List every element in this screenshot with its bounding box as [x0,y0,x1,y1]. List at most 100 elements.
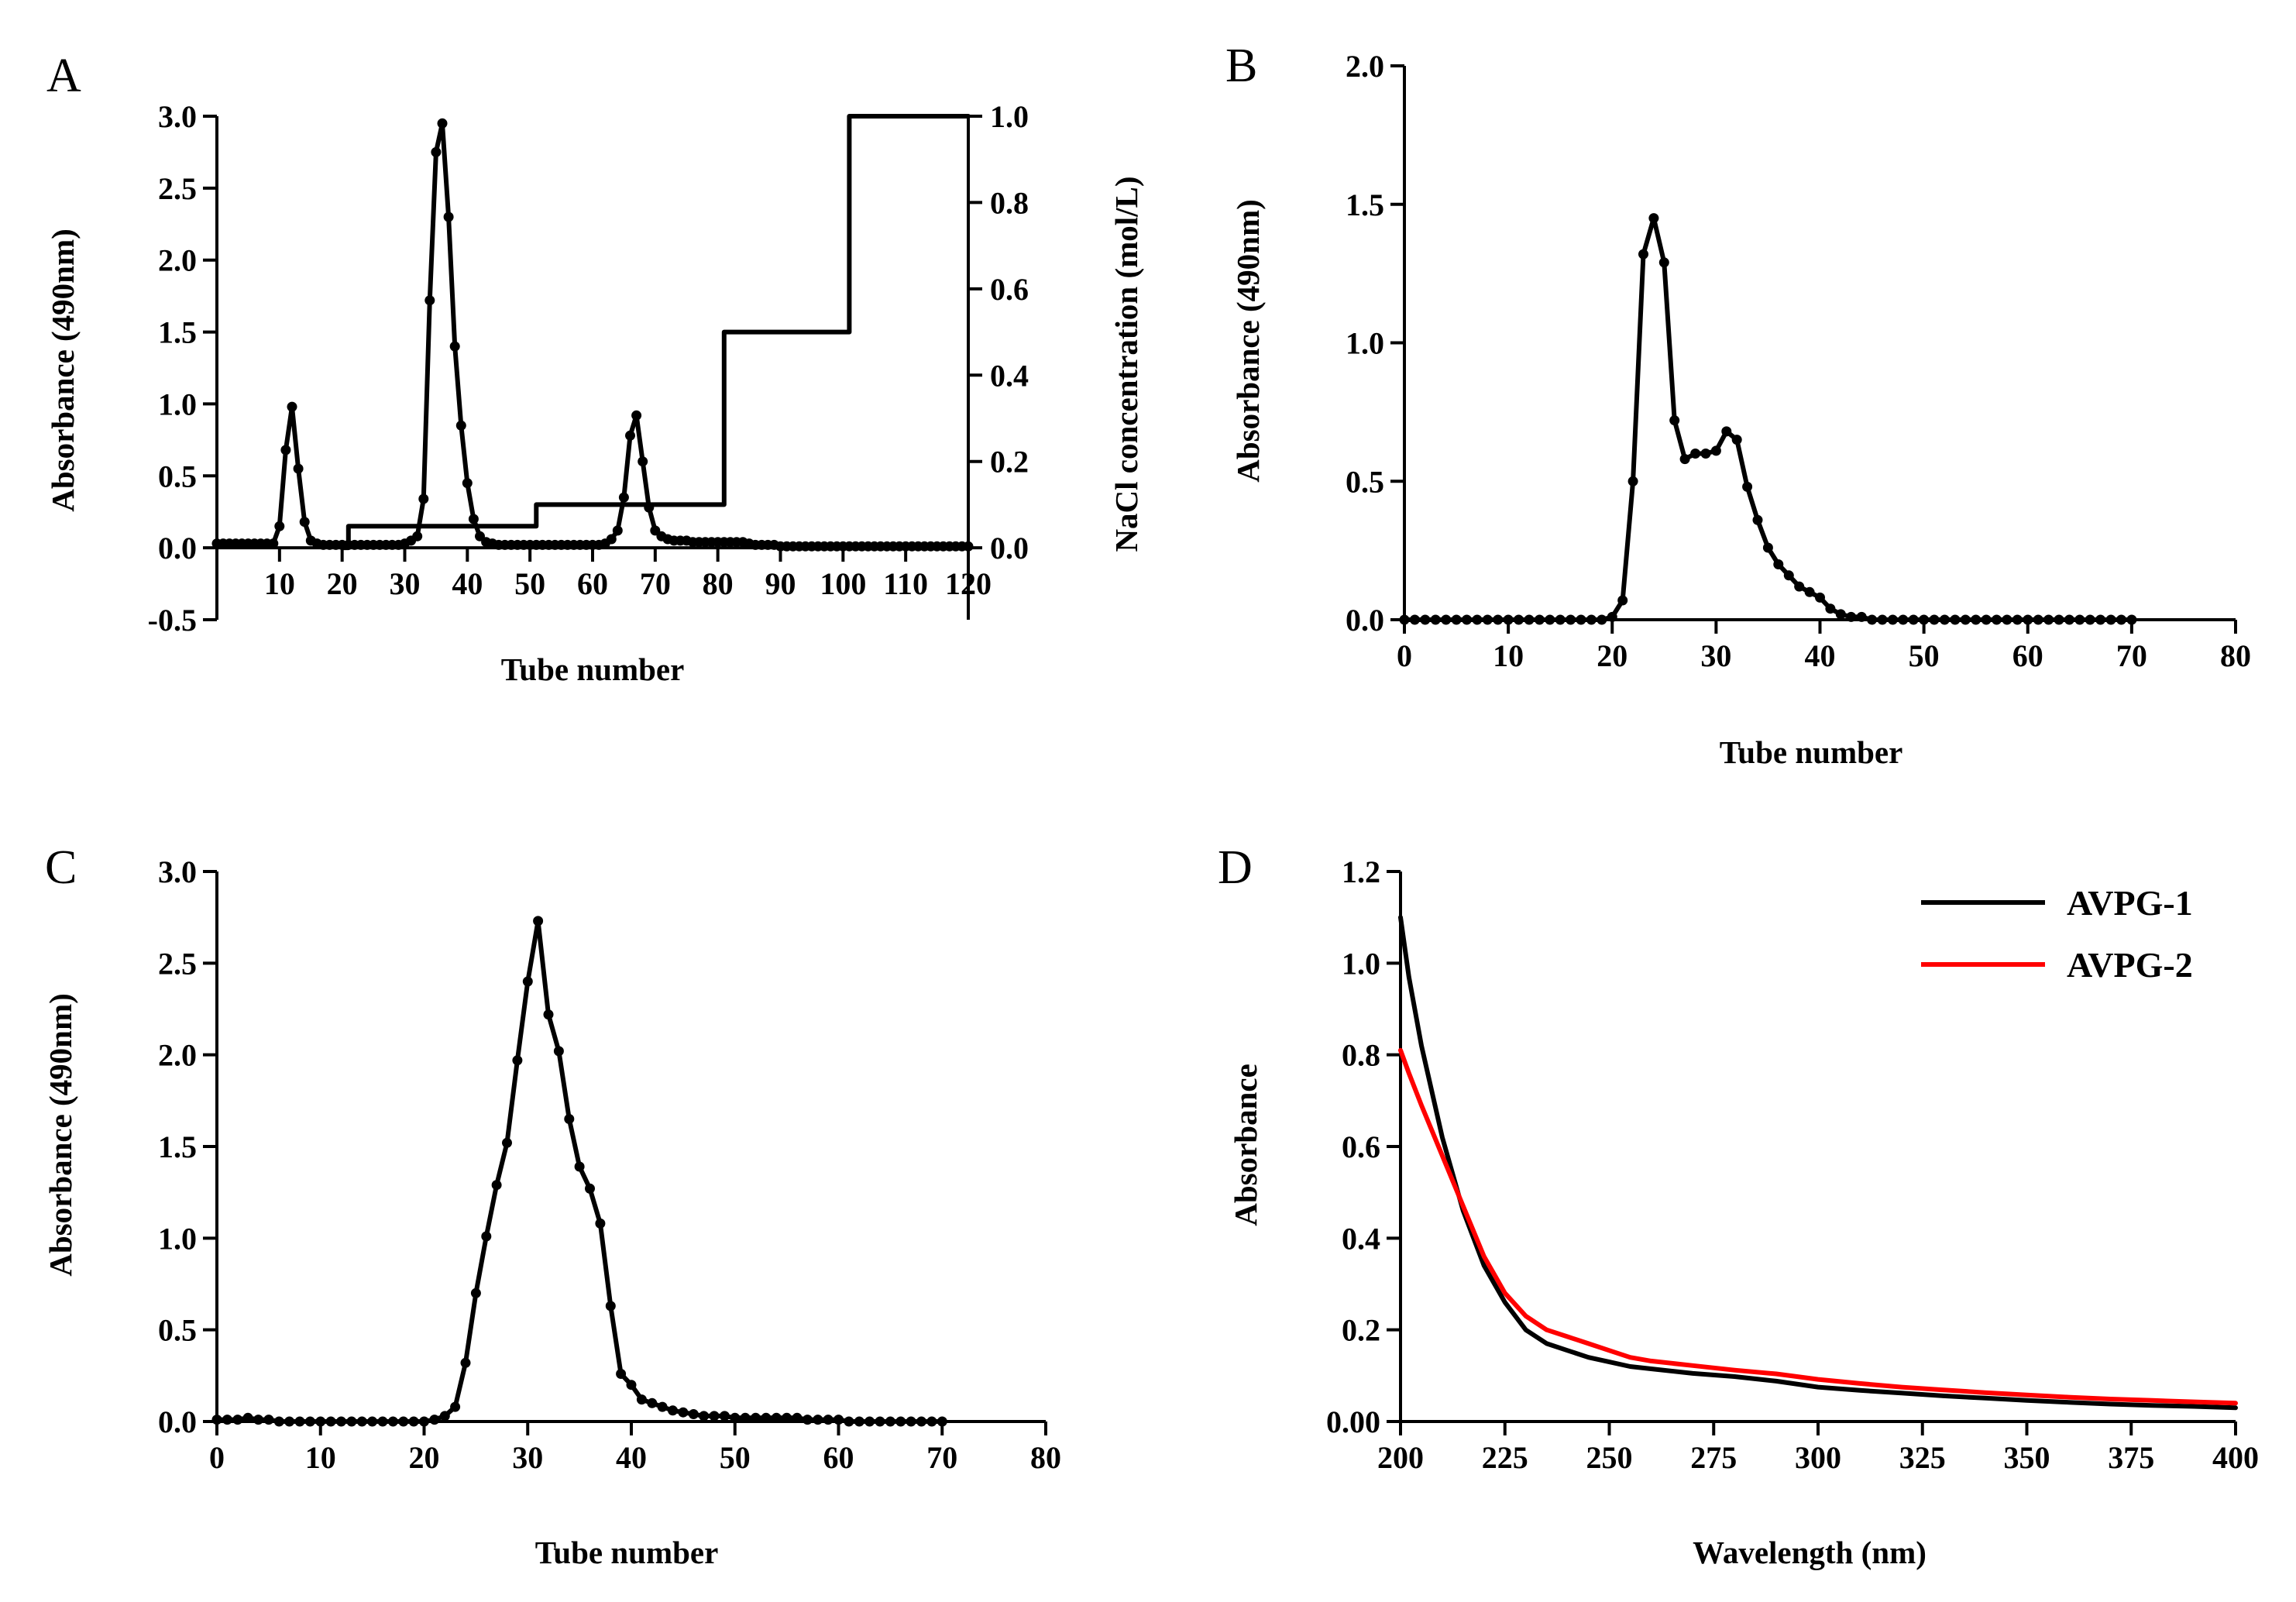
panel-b-y-tick-label: 1.0 [1346,326,1384,361]
panel-c-y-tick-label: 0.0 [158,1404,197,1439]
panel-a-data-point [424,295,435,306]
panel-b-data-point [2085,614,2095,625]
panel-a-x-tick-label: 50 [514,566,545,601]
panel-c-x-tick-label: 10 [305,1440,336,1475]
panel-c-data-point [367,1416,378,1427]
panel-b-x-tick-label: 40 [1805,638,1836,673]
panel-c-data-point [926,1416,937,1427]
panel-a-data-point [280,445,291,456]
panel-c-data-point [574,1161,585,1172]
panel-c-y-tick-label: 0.5 [158,1313,197,1348]
panel-a-y-tick-label: 2.0 [158,243,197,278]
panel-c-x-axis-title: Tube number [535,1535,719,1570]
panel-a-data-point [268,538,279,549]
panel-c-data-point [699,1411,710,1422]
panel-b-data-point [1981,614,1992,625]
panel-a-x-axis-title: Tube number [501,651,685,687]
panel-c-x-tick-label: 50 [720,1440,751,1475]
panel-b-data-point [1752,514,1763,525]
panel-b-data-point [1462,614,1472,625]
panel-b-data-point [1679,454,1690,465]
panel-b-data-point [1617,595,1628,606]
panel-c-data-point [336,1416,346,1427]
panel-c-data-point [813,1415,823,1425]
panel-b-data-point [1409,614,1420,625]
panel-b-data-point [1586,614,1597,625]
panel-b-data-point [2033,614,2043,625]
panel-a-data-point [299,517,310,528]
panel-c-data-point [253,1415,263,1425]
panel-a-right-tick-label: 0.2 [990,445,1029,480]
panel-c-data-point [346,1416,357,1427]
panel-a-right-tick-label: 0.4 [990,358,1029,393]
panel-d-x-tick-label: 350 [2004,1440,2050,1475]
panel-a-y-tick-label: 1.5 [158,315,197,350]
panel-b-data-point [1430,614,1441,625]
panel-b: B 0.0 0.5 1.0 1.5 2.0 0 10 20 30 40 50 60 70 80 Tube … [1225,40,2251,770]
panel-b-data-point [1939,614,1950,625]
panel-c-y-tick-label: 2.0 [158,1038,197,1073]
panel-c-data-point [916,1416,926,1427]
panel-c-data-point [543,1009,554,1020]
panel-b-data-point [2012,614,2023,625]
panel-c-data-point [408,1416,419,1427]
panel-a-series-absorbance-line [215,121,971,549]
panel-a-data-point [618,492,629,503]
panel-c-data-point [460,1357,471,1368]
panel-b-data-point [1815,592,1825,603]
panel-d-y-tick-label: 0.4 [1342,1221,1380,1256]
panel-a-data-point [468,514,479,524]
panel-c-data-point [688,1409,699,1419]
panel-b-data-point [1960,614,1971,625]
panel-a-y-tick-label: 2.5 [158,171,197,206]
panel-b-data-point [1783,570,1794,581]
panel-c-data-point [885,1416,895,1427]
panel-b-letter: B [1225,40,1257,92]
panel-c-data-point [782,1412,792,1423]
panel-c-y-axis-title: Absorbance (490nm) [43,993,78,1277]
panel-c-data-point [792,1412,803,1423]
panel-d-y-tick-label: 0.6 [1342,1129,1380,1164]
panel-b-data-point [1898,614,1909,625]
panel-c-data-point [450,1401,461,1412]
panel-c-data-point [481,1231,492,1242]
panel-c-data-point [709,1411,720,1422]
panel-a-data-point [638,456,648,467]
panel-a-data-point [606,534,617,545]
panel-b-y-tick-label: 0.0 [1346,603,1384,638]
panel-c-letter: C [45,841,77,894]
panel-c-data-point [616,1369,627,1379]
panel-b-data-point [2116,614,2126,625]
panel-a-x-tick-label: 60 [577,566,608,601]
panel-c-data-point [294,1416,305,1427]
panel-c-data-point [356,1416,367,1427]
panel-c-data-point [740,1412,751,1423]
panel-a-right-tick-label: 0.6 [990,272,1029,307]
panel-c-data-point [533,916,544,926]
panel-d-y-tick-label: 0.00 [1326,1404,1380,1439]
panel-d-x-tick-label: 300 [1795,1440,1841,1475]
panel-c-data-point [491,1180,502,1191]
panel-b-data-point [1658,257,1669,268]
panel-b-data-point [1566,614,1576,625]
panel-c-data-point [895,1416,906,1427]
panel-d-y-tick-label: 1.2 [1342,854,1380,889]
panel-c-data-point [470,1287,481,1298]
panel-c-x-tick-label: 80 [1030,1440,1061,1475]
panel-b-data-point [1514,614,1524,625]
panel-b-data-point [1399,614,1410,625]
panel-c-data-point [222,1415,232,1425]
panel-b-data-point [1721,426,1732,437]
panel-b-data-point [1887,614,1898,625]
panel-c-data-point [377,1416,388,1427]
panel-c-data-point [211,1415,222,1425]
panel-a-letter: A [46,50,81,102]
panel-c-x-tick-label: 20 [409,1440,440,1475]
panel-b-x-tick-label: 80 [2220,638,2251,673]
panel-b-y-tick-label: 1.5 [1346,187,1384,222]
panel-b-data-point [1992,614,2002,625]
panel-c-data-point [242,1412,253,1423]
panel-d: D 0.00 0.2 0.4 0.6 0.8 1.0 1.2 200 225 250 275 300 3… [1218,841,2259,1570]
panel-c-data-point [398,1416,409,1427]
panel-a-y-tick-label: -0.5 [148,603,197,638]
